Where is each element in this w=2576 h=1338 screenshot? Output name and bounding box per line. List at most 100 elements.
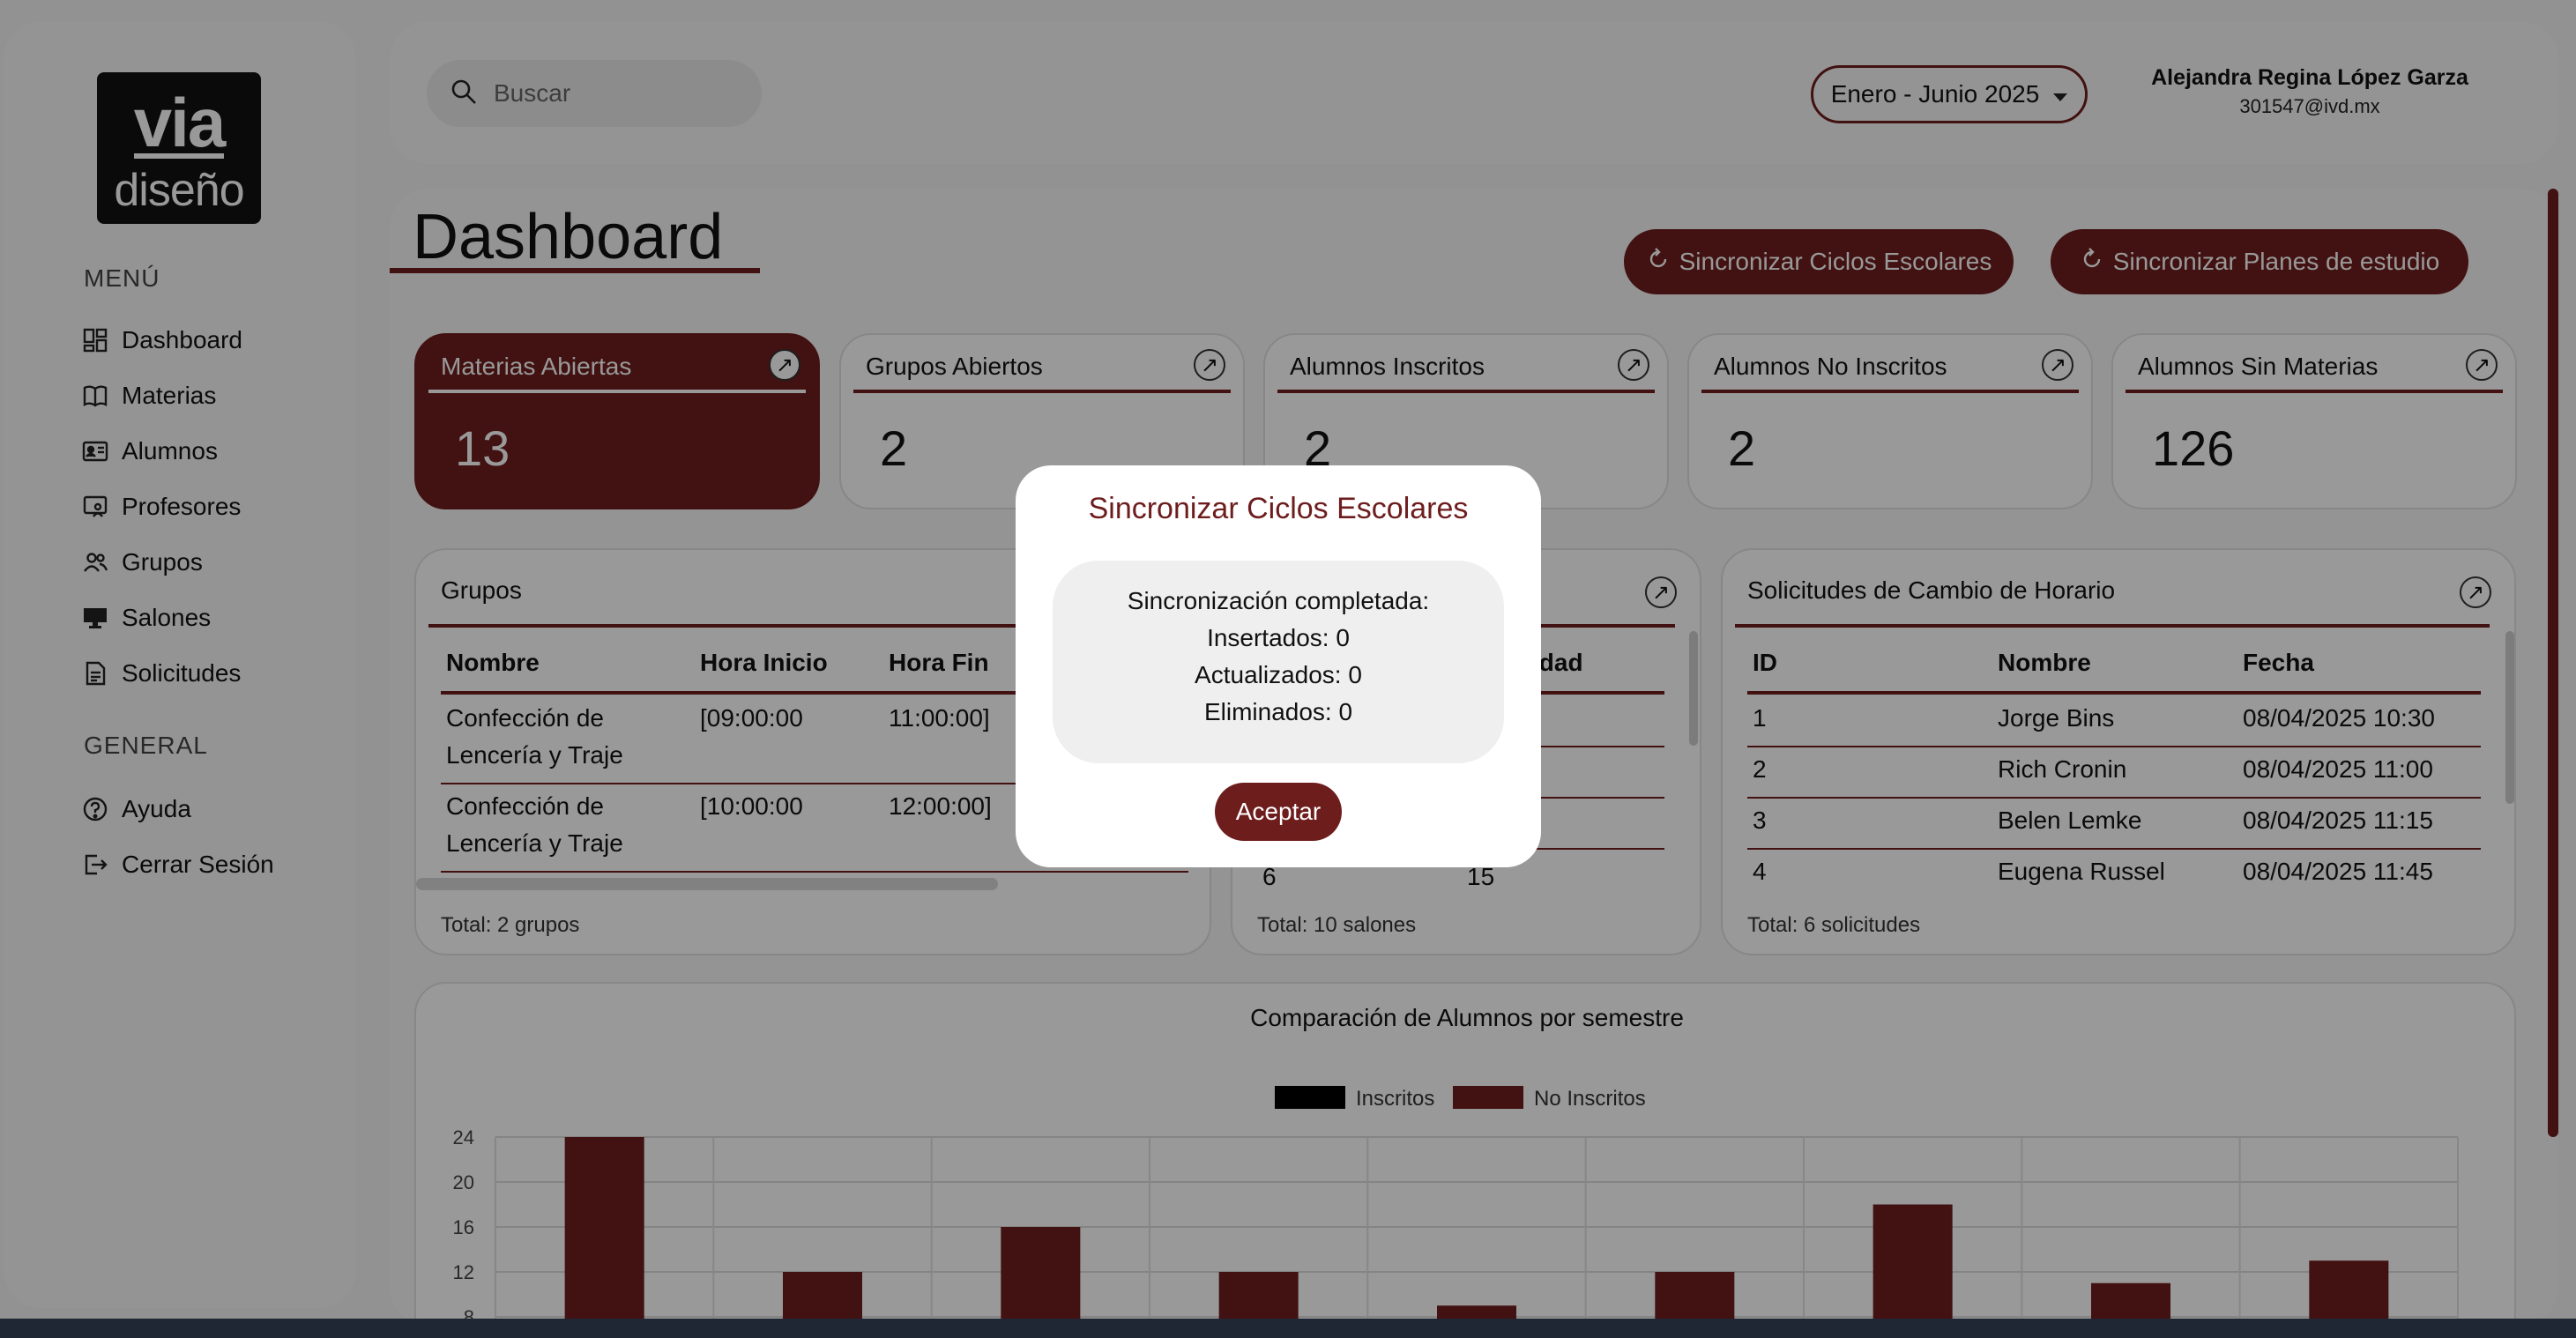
expand-arrow-icon[interactable]: ↗	[1645, 576, 1677, 608]
cell-date: 08/04/2025 11:45	[2243, 858, 2433, 885]
row-divider	[1747, 797, 2481, 799]
legend-swatch-inscritos	[1275, 1086, 1345, 1109]
legend-swatch-no-inscritos	[1453, 1086, 1523, 1109]
card-materias-abiertas[interactable]: Materias Abiertas 13 ↗	[414, 333, 820, 509]
modal-message-box: Sincronización completada: Insertados: 0…	[1053, 561, 1504, 763]
cell-name: Confección de Lencería y Traje	[446, 704, 623, 769]
sidebar-item-cerrar-sesion[interactable]: Cerrar Sesión	[81, 845, 328, 884]
sidebar-item-label: Dashboard	[122, 326, 242, 353]
card-value: 2	[1728, 420, 1756, 476]
cell-date: 08/04/2025 11:15	[2243, 807, 2433, 834]
expand-arrow-icon[interactable]: ↗	[1194, 349, 1225, 381]
sync-cycles-button[interactable]: Sincronizar Ciclos Escolares	[1624, 229, 2014, 294]
panel-divider	[1735, 624, 2490, 628]
sidebar-item-dashboard[interactable]: Dashboard	[81, 321, 328, 360]
caret-down-icon	[2053, 80, 2068, 108]
legend-label-no-inscritos[interactable]: No Inscritos	[1534, 1087, 1646, 1111]
cell-id: 4	[1753, 858, 1767, 885]
refresh-icon	[1646, 247, 1671, 278]
card-divider	[853, 390, 1231, 393]
panel-divider	[428, 624, 1185, 628]
document-icon	[81, 659, 109, 688]
card-value: 126	[2152, 420, 2235, 476]
sidebar-item-profesores[interactable]: Profesores	[81, 487, 328, 526]
bar-no-inscritos[interactable]	[564, 1137, 644, 1338]
card-alumnos-no-inscritos[interactable]: Alumnos No Inscritos 2 ↗	[1687, 333, 2093, 509]
sidebar-item-ayuda[interactable]: Ayuda	[81, 790, 328, 829]
user-name: Alejandra Regina López Garza	[2151, 65, 2468, 90]
sidebar-item-label: Materias	[122, 382, 217, 409]
card-label: Alumnos Inscritos	[1290, 353, 1485, 380]
panel-total: Total: 6 solicitudes	[1747, 913, 1921, 937]
card-label: Grupos Abiertos	[866, 353, 1043, 380]
sidebar-item-materias[interactable]: Materias	[81, 376, 328, 415]
cell-name: Jorge Bins	[1998, 704, 2115, 732]
y-tick-label: 20	[453, 1171, 474, 1193]
user-email: 301547@ivd.mx	[2239, 95, 2380, 117]
row-divider	[441, 783, 1188, 784]
expand-arrow-icon[interactable]: ↗	[769, 349, 800, 381]
sidebar-item-label: Cerrar Sesión	[122, 851, 274, 878]
panel-title: Grupos	[441, 576, 522, 604]
card-alumnos-inscritos[interactable]: Alumnos Inscritos 2 ↗	[1263, 333, 1669, 509]
card-divider	[2126, 390, 2503, 393]
panel-total: Total: 10 salones	[1257, 913, 1417, 937]
accept-button[interactable]: Aceptar	[1215, 783, 1342, 841]
teacher-icon	[81, 493, 109, 521]
cell-name: Rich Cronin	[1998, 755, 2127, 783]
vertical-scrollbar[interactable]	[2505, 631, 2514, 804]
panel-total: Total: 2 grupos	[441, 913, 580, 937]
sidebar-item-label: Ayuda	[122, 795, 191, 822]
students-bar-chart: Comparación de Alumnos por semestre Insc…	[453, 1004, 2459, 1338]
card-divider	[1701, 390, 2079, 393]
logo-text-via: via	[133, 84, 226, 161]
sidebar-item-salones[interactable]: Salones	[81, 598, 328, 637]
card-label: Materias Abiertas	[441, 353, 632, 380]
chart-bars	[564, 1137, 2389, 1338]
period-select[interactable]: Enero - Junio 2025	[1811, 65, 2088, 123]
dashboard-icon	[81, 326, 109, 354]
column-header: ID	[1753, 649, 1777, 676]
card-divider	[1277, 390, 1655, 393]
cell-id: 1	[1753, 704, 1767, 732]
search-icon	[450, 78, 478, 110]
vertical-scrollbar[interactable]	[1689, 631, 1698, 746]
expand-arrow-icon[interactable]: ↗	[1618, 349, 1649, 381]
column-header: Nombre	[1998, 649, 2091, 676]
card-alumnos-sin-materias[interactable]: Alumnos Sin Materias 126 ↗	[2111, 333, 2517, 509]
cell-name: Belen Lemke	[1998, 807, 2142, 834]
cell-name: Confección de Lencería y Traje	[446, 792, 623, 857]
sidebar-item-label: Salones	[122, 604, 212, 631]
chart-title: Comparación de Alumnos por semestre	[1250, 1004, 1684, 1031]
cell-date: 08/04/2025 10:30	[2243, 704, 2435, 732]
horizontal-scrollbar[interactable]	[416, 878, 998, 890]
column-header: Fecha	[2243, 649, 2314, 676]
card-label: Alumnos Sin Materias	[2138, 353, 2379, 380]
via-diseno-logo: via diseño	[97, 72, 261, 224]
cell-id: 3	[1753, 807, 1767, 834]
sync-modal: Sincronizar Ciclos Escolares Sincronizac…	[1016, 465, 1541, 867]
bar-no-inscritos[interactable]	[1872, 1204, 1953, 1338]
sidebar-item-grupos[interactable]: Grupos	[81, 543, 328, 582]
search-box[interactable]	[427, 60, 762, 127]
legend-label-inscritos[interactable]: Inscritos	[1356, 1087, 1434, 1111]
row-divider	[1747, 848, 2481, 850]
logout-icon	[81, 851, 109, 879]
cell-capacity: 15	[1467, 863, 1495, 890]
cell-end: 11:00:00]	[889, 704, 990, 732]
sidebar-item-alumnos[interactable]: Alumnos	[81, 432, 328, 471]
y-tick-label: 16	[453, 1216, 474, 1238]
expand-arrow-icon[interactable]: ↗	[2042, 349, 2073, 381]
sidebar-item-solicitudes[interactable]: Solicitudes	[81, 654, 328, 693]
general-section-title: GENERAL	[84, 732, 208, 759]
modal-message-line: Sincronización completada:	[1127, 587, 1430, 614]
classroom-icon	[81, 604, 109, 632]
header-divider	[441, 691, 1188, 695]
expand-arrow-icon[interactable]: ↗	[2460, 576, 2491, 608]
cell-name: Eugena Russel	[1998, 858, 2165, 885]
expand-arrow-icon[interactable]: ↗	[2466, 349, 2498, 381]
page-title: Dashboard	[413, 202, 724, 272]
sync-plans-button[interactable]: Sincronizar Planes de estudio	[2051, 229, 2468, 294]
search-input[interactable]	[494, 79, 741, 108]
main-scrollbar[interactable]	[2548, 189, 2558, 1137]
